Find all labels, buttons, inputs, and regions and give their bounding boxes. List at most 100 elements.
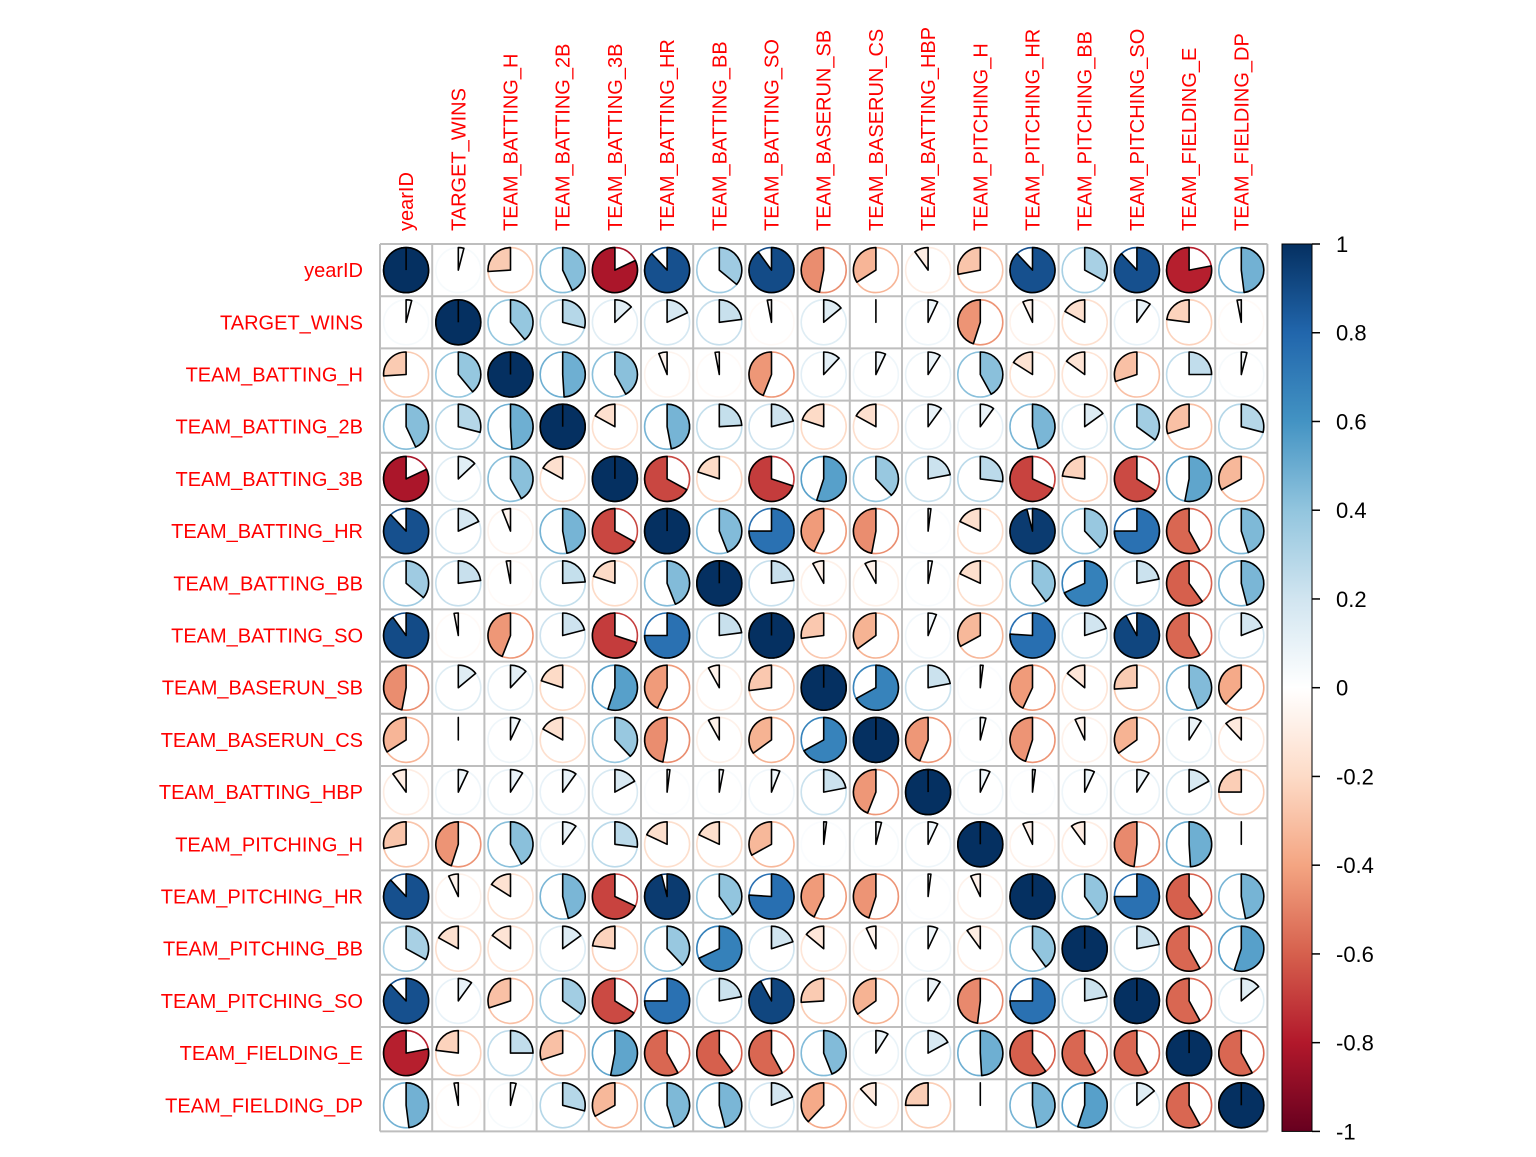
pie-cell (1113, 768, 1161, 816)
pie-cell (1113, 612, 1161, 659)
pie-slice (748, 455, 794, 503)
pie-slice (643, 1029, 679, 1077)
pie-slice (1066, 664, 1086, 689)
pie-cell (591, 351, 639, 398)
pie-cell (487, 716, 534, 764)
pie-cell (695, 716, 743, 764)
pie-cell (382, 873, 430, 920)
pie-cell (1218, 873, 1265, 920)
pie-slice (698, 821, 721, 846)
pie-cell (748, 298, 795, 346)
pie-slice (453, 1082, 460, 1107)
pie-cell (434, 507, 482, 555)
pie-cell (852, 507, 900, 555)
pie-slice (697, 455, 721, 480)
pie-cell (539, 298, 587, 346)
column-label: TEAM_FIELDING_E (1179, 48, 1201, 231)
pie-slice (1240, 403, 1265, 434)
column-label: TEAM_BASERUN_SB (814, 30, 836, 231)
pie-slice (1031, 1082, 1056, 1129)
pie-cell (852, 612, 900, 659)
pie-slice (561, 925, 582, 950)
pie-cell (748, 820, 795, 868)
pie-cell (1218, 351, 1265, 398)
pie-cell (852, 403, 900, 451)
pie-cell (434, 246, 482, 294)
pie-slice (800, 246, 825, 293)
pie-slice (561, 873, 586, 920)
pie-cell (643, 351, 691, 398)
pie-slice (382, 455, 430, 503)
color-bar-tick-label: 0.4 (1336, 498, 1367, 523)
pie-cell (539, 873, 587, 920)
pie-cell (1165, 1082, 1213, 1129)
pie-cell (748, 403, 795, 451)
pie-slice (447, 873, 460, 898)
row-label: TEAM_BASERUN_SB (162, 678, 363, 700)
pie-slice (509, 664, 527, 689)
pie-cell (800, 455, 848, 503)
pie-cell (487, 1029, 534, 1077)
pie-cell (1061, 246, 1108, 294)
pie-cell (382, 1029, 430, 1077)
pie-cell (1009, 925, 1056, 973)
pie-slice (1009, 664, 1034, 709)
pie-slice (1009, 507, 1056, 555)
pie-cell (695, 820, 743, 868)
pie-slice (979, 768, 991, 793)
pie-slice (1165, 925, 1201, 972)
pie-slice (855, 403, 877, 428)
pie-slice (1113, 821, 1138, 868)
pie-cell (1061, 612, 1108, 659)
pie-cell (748, 351, 795, 398)
pie-cell (643, 1029, 691, 1077)
pie-slice (1063, 560, 1108, 607)
pie-slice (435, 1029, 460, 1054)
pie-slice (927, 1029, 949, 1054)
pie-cell (643, 507, 691, 555)
pie-slice (1188, 820, 1213, 868)
pie-cell (800, 873, 848, 920)
pie-slice (979, 351, 1004, 396)
pie-slice (561, 351, 587, 398)
pie-slice (748, 873, 795, 920)
pie-cell (1009, 612, 1056, 659)
pie-cell (382, 1082, 430, 1129)
pie-slice (457, 664, 477, 689)
pie-slice (707, 664, 721, 689)
pie-cell (539, 664, 587, 712)
pie-cell (1218, 246, 1265, 294)
pie-slice (509, 1082, 517, 1107)
pie-slice (770, 560, 795, 585)
pie-slice (822, 821, 828, 846)
pie-slice (770, 925, 794, 950)
pie-slice (509, 716, 521, 741)
pie-slice (382, 664, 407, 711)
pie-cell (591, 507, 639, 555)
pie-cell (904, 1029, 952, 1077)
pie-cell (382, 664, 430, 712)
pie-cell (748, 925, 795, 973)
pie-cell (382, 820, 430, 868)
pie-slice (1031, 768, 1037, 793)
pie-slice (382, 716, 407, 753)
pie-slice (490, 873, 512, 898)
pie-cell (591, 977, 639, 1025)
pie-slice (614, 821, 639, 848)
pie-slice (666, 299, 689, 324)
pie-slice (491, 925, 512, 950)
pie-slice (1240, 351, 1248, 376)
pie-slice (509, 1029, 534, 1054)
pie-cell (852, 246, 900, 294)
pie-cell (800, 559, 848, 607)
pie-slice (927, 612, 938, 637)
pie-cell (1061, 298, 1108, 346)
pie-slice (800, 977, 825, 1004)
pie-cell (800, 403, 848, 451)
pie-cell (852, 716, 900, 764)
pie-cell (1061, 1082, 1108, 1129)
pie-slice (666, 560, 691, 606)
pie-cell (1113, 455, 1161, 503)
pie-cell (800, 820, 848, 868)
pie-cell (591, 455, 639, 503)
